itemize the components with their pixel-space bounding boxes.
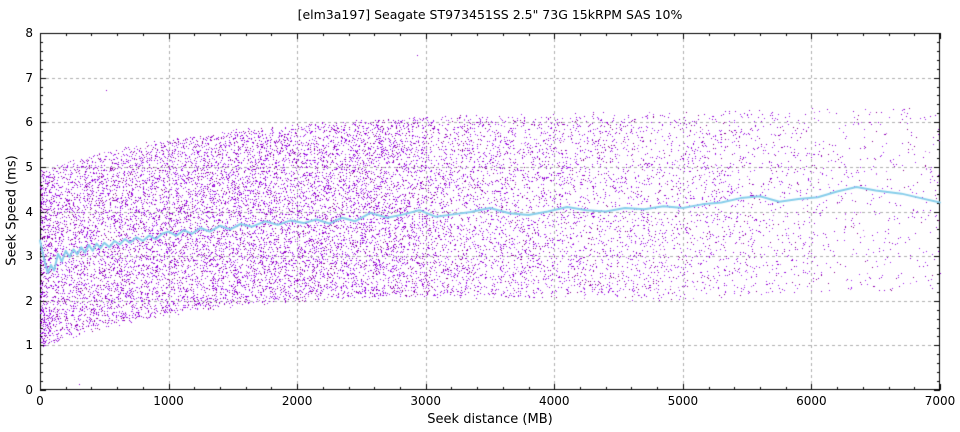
x-tick-label: 5000 [667,394,699,408]
x-tick-label: 4000 [539,394,570,408]
x-axis-title: Seek distance (MB) [427,412,553,427]
y-tick-label: 6 [25,115,33,130]
chart-title: [elm3a197] Seagate ST973451SS 2.5" 73G 1… [297,7,683,22]
y-tick-label: 3 [25,249,33,264]
y-tick-label: 4 [25,204,33,219]
x-tick-label: 2000 [281,394,313,408]
y-tick-label: 0 [25,383,33,397]
x-tick-label: 6000 [796,394,827,408]
y-tick-label: 2 [25,293,33,308]
x-tick-label: 1000 [153,394,184,408]
y-tick-label: 5 [25,159,33,174]
y-tick-label: 1 [25,338,33,353]
x-tick-label: 0 [36,394,44,408]
x-tick-label: 7000 [924,394,956,408]
y-tick-label: 8 [25,26,33,40]
y-tick-label: 7 [25,70,33,85]
x-tick-label: 3000 [410,394,441,408]
